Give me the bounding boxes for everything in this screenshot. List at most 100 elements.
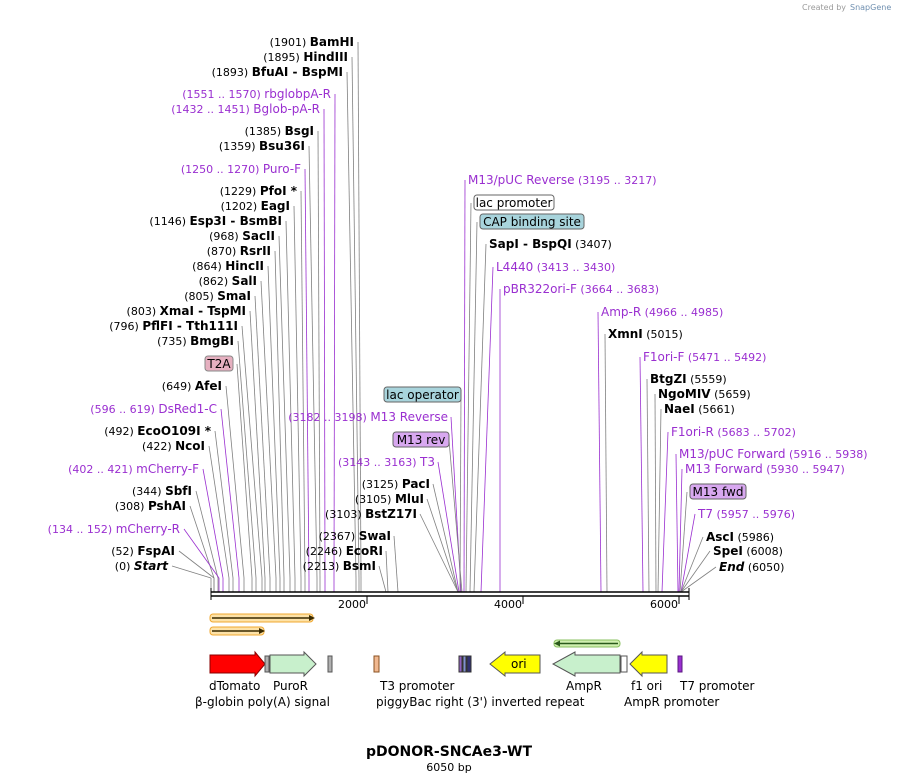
text-bfuai: (1893) BfuAI - BspMI [212, 65, 343, 79]
left-label-bsu36i: (1359) Bsu36I [219, 139, 305, 153]
pos-eagi: (1202) [221, 200, 261, 213]
name-sapi: SapI - [489, 237, 532, 251]
primer-arrows [209, 613, 621, 648]
connector-ecoo109i [214, 430, 234, 579]
left-label-bmgbi: (735) BmgBI [157, 334, 234, 348]
left-label-sali: (862) SalI [199, 274, 257, 288]
name2-esp3i: BsmBI [240, 214, 282, 228]
left-label-fspai: (52) FspAI [111, 544, 175, 558]
mid-box-lac-operator: lac operator [383, 386, 462, 403]
name-bglob-pa-r: Bglob-pA-R [253, 102, 320, 116]
pos-sapi: (3407) [572, 238, 612, 251]
connector-m13-puc-forward [675, 453, 679, 593]
feature-dTomato[interactable] [209, 650, 266, 678]
left-label-esp3i: (1146) Esp3I - BsmBI [149, 214, 282, 228]
connector-sali [260, 280, 277, 579]
left-label-hincii: (864) HincII [192, 259, 264, 273]
text-m13-forward: M13 Forward (5930 .. 5947) [685, 462, 845, 476]
pos-m13-puc-forward: (5916 .. 5938) [786, 448, 868, 461]
connector-m13-puc-reverse [463, 179, 466, 593]
pos-pfoi: (1229) [220, 185, 260, 198]
left-label-bfuai: (1893) BfuAI - BspMI [212, 65, 343, 79]
connector-lac-operator [459, 394, 462, 593]
pos-paci: (3125) [362, 478, 402, 491]
text-pbr322ori-f: pBR322ori-F (3664 .. 3683) [503, 282, 659, 296]
name-asci: AscI [706, 530, 734, 544]
connector-lines [171, 41, 717, 593]
pos-l4440: (3413 .. 3430) [533, 261, 615, 274]
connector-esp3i [285, 220, 296, 579]
feature-PuroR[interactable] [269, 650, 317, 678]
name-sbfi: SbfI [165, 484, 192, 498]
pos-dsred1-c: (596 .. 619) [90, 403, 158, 416]
pos-t3: (3143 .. 3163) [338, 456, 420, 469]
box-m13-rev [392, 431, 450, 448]
pos-pflfi: (796) [109, 320, 142, 333]
right-label-ngomiv: NgoMIV (5659) [658, 387, 751, 401]
connector-bstz17i [419, 513, 459, 593]
left-label-bsgi: (1385) BsgI [245, 124, 314, 138]
box-m13-fwd [689, 483, 747, 500]
name-lac-operator: lac operator [386, 388, 459, 402]
pos-bamhi: (1901) [270, 36, 310, 49]
pos-t7: (5957 .. 5976) [713, 508, 795, 521]
feature-T3-promoter[interactable] [373, 655, 380, 673]
feature-T7-promoter[interactable] [677, 655, 683, 673]
left-label-sbfi: (344) SbfI [132, 484, 192, 498]
left-label-xmai: (803) XmaI - TspMI [127, 304, 246, 318]
connector-start [171, 565, 212, 579]
feature-marker-2 [462, 655, 467, 673]
feature-small-gray-2 [327, 655, 333, 673]
name-pshai: PshAI [148, 499, 186, 513]
name-bfuai: BfuAI - [252, 65, 302, 79]
pos-amp-r: (4966 .. 4985) [641, 306, 723, 319]
pos-pshai: (308) [115, 500, 148, 513]
name-swai: SwaI [359, 529, 391, 543]
pos-naei: (5661) [695, 403, 735, 416]
right-label-m13-puc-forward: M13/pUC Forward (5916 .. 5938) [679, 447, 868, 461]
feature-AmpR[interactable] [551, 651, 621, 677]
name-bsu36i: Bsu36I [259, 139, 305, 153]
text-f1ori-f: F1ori-F (5471 .. 5492) [643, 350, 766, 364]
name-fspai: FspAI [137, 544, 175, 558]
text-end: End (6050) [719, 560, 784, 574]
pos-xmai: (803) [127, 305, 160, 318]
name-m13-fwd: M13 fwd [693, 485, 744, 499]
pos-mcherry-r: (134 .. 152) [48, 523, 116, 536]
name-f1ori-f: F1ori-F [643, 350, 684, 364]
feature-label-ori: ori [511, 657, 527, 671]
connector-l4440 [480, 266, 494, 593]
feature-piggyBac[interactable] [466, 655, 472, 673]
right-label-m13-fwd: M13 fwd [689, 483, 747, 500]
right-label-asci: AscI (5986) [706, 530, 774, 544]
feature-f1ori[interactable] [629, 650, 668, 678]
name-mcherry-f: mCherry-F [136, 462, 199, 476]
right-label-m13-puc-reverse: M13/pUC Reverse (3195 .. 3217) [468, 173, 657, 187]
connector-bamhi [357, 41, 362, 579]
text-bsgi: (1385) BsgI [245, 124, 314, 138]
left-label-eagi: (1202) EagI [221, 199, 290, 213]
right-label-spei: SpeI (6008) [713, 544, 783, 558]
connector-amp-r [597, 311, 602, 593]
feature-label-betaglobin: β-globin poly(A) signal [195, 695, 330, 709]
connector-bmgbi [237, 340, 257, 579]
name-rsrii: RsrII [240, 244, 271, 258]
map-subtitle: 6050 bp [426, 761, 471, 774]
name-l4440: L4440 [496, 260, 533, 274]
box-cap-binding-site [479, 213, 585, 230]
feature-AmpR-promoter[interactable] [620, 655, 628, 673]
text-esp3i: (1146) Esp3I - BsmBI [149, 214, 282, 228]
feature-ori[interactable] [489, 650, 541, 678]
pos-hindiii: (1895) [263, 51, 303, 64]
text-t3: (3143 .. 3163) T3 [338, 455, 435, 469]
text-btgzi: BtgZI (5559) [650, 372, 727, 386]
left-label-mcherry-f: (402 .. 421) mCherry-F [68, 462, 199, 476]
connector-mcherry-f [202, 468, 224, 579]
name-bmgbi: BmgBI [190, 334, 234, 348]
text-amp-r: Amp-R (4966 .. 4985) [601, 305, 723, 319]
pos-bsmi: (2213) [303, 560, 343, 573]
text-paci: (3125) PacI [362, 477, 430, 491]
connector-dsred1-c [220, 408, 240, 579]
connector-afei [225, 385, 245, 579]
name-bsgi: BsgI [285, 124, 314, 138]
